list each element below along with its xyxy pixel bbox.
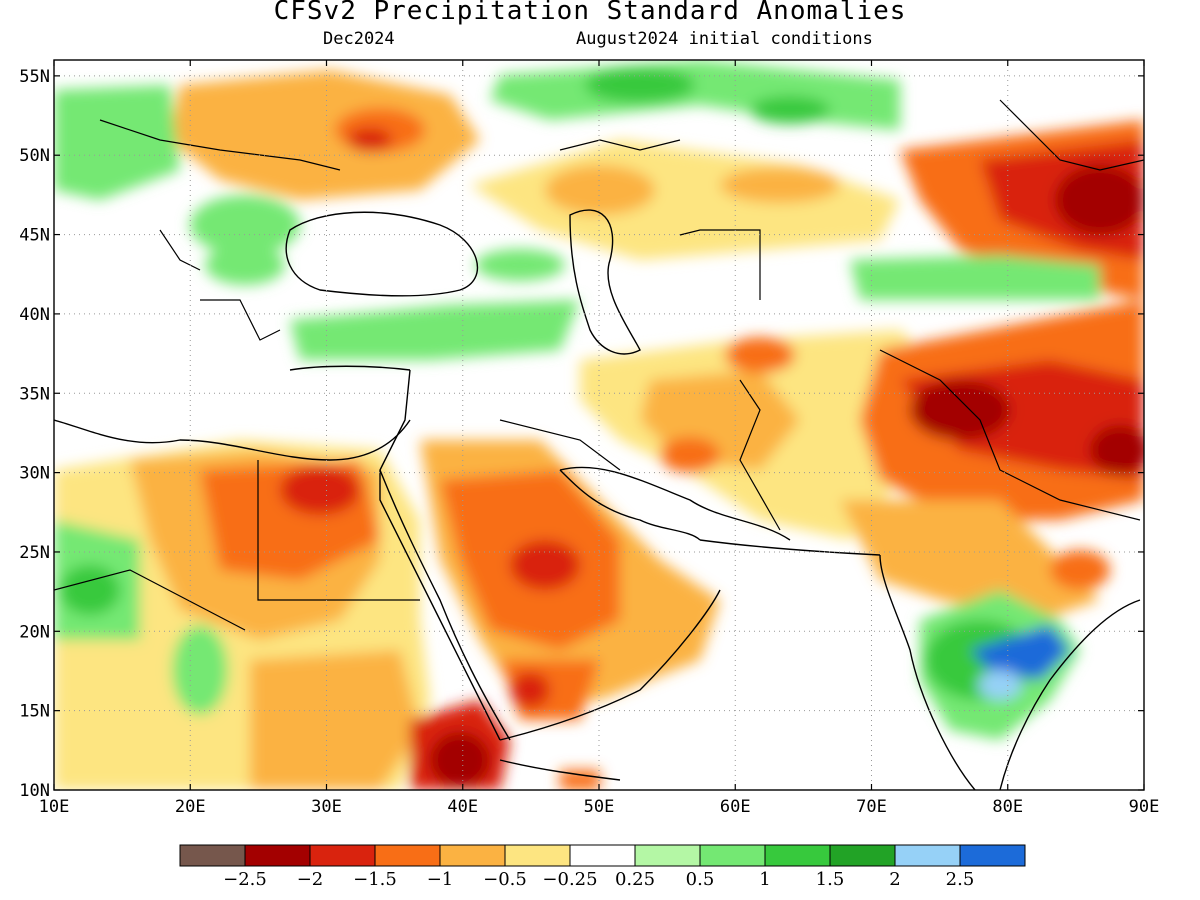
lon-label: 90E	[1129, 797, 1160, 817]
colorbar-label: −1	[427, 869, 454, 890]
lat-label: 45N	[19, 226, 50, 246]
colorbar-swatch	[309, 844, 376, 867]
lat-label: 25N	[19, 543, 50, 563]
forecast-month-label: Dec2024	[323, 29, 395, 49]
axis-ticks	[53, 60, 1145, 791]
colorbar-swatch	[894, 844, 961, 867]
colorbar-label: 2	[889, 869, 900, 890]
colorbar-labels: −2.5 −2 −1.5 −1 −0.5 −0.25 0.25 0.5 1 1.5 2 2.5	[223, 869, 974, 890]
colorbar-swatch	[959, 844, 1026, 867]
colorbar-swatch	[439, 844, 506, 867]
lat-label: 40N	[19, 305, 50, 325]
colorbar-swatch	[569, 844, 636, 867]
colorbar-label: −1.5	[353, 869, 397, 890]
initial-conditions-label: August2024 initial conditions	[576, 29, 873, 49]
lat-label: 20N	[19, 622, 50, 642]
colorbar-swatch	[699, 844, 766, 867]
colorbar-swatch	[504, 844, 571, 867]
grid-lines	[54, 60, 1144, 790]
lat-label: 35N	[19, 384, 50, 404]
colorbar-label: −0.25	[542, 869, 597, 890]
lon-label: 50E	[584, 797, 615, 817]
colorbar-swatch	[374, 844, 441, 867]
colorbar	[179, 844, 1026, 867]
longitude-labels: 10E 20E 30E 40E 50E 60E 70E 80E 90E	[39, 797, 1160, 817]
colorbar-label: −2	[297, 869, 324, 890]
latitude-labels: 55N 50N 45N 40N 35N 30N 25N 20N 15N 10N	[19, 67, 50, 801]
lat-label: 50N	[19, 146, 50, 166]
lon-label: 40E	[447, 797, 478, 817]
coastlines	[54, 99, 1144, 790]
colorbar-swatch	[179, 844, 246, 867]
anomaly-field	[54, 60, 1144, 790]
lon-label: 60E	[720, 797, 751, 817]
lon-label: 10E	[39, 797, 70, 817]
colorbar-label: 1.5	[816, 869, 845, 890]
lon-label: 20E	[175, 797, 206, 817]
colorbar-label: 0.25	[615, 869, 655, 890]
colorbar-label: −0.5	[483, 869, 527, 890]
colorbar-label: −2.5	[223, 869, 267, 890]
colorbar-label: 1	[759, 869, 770, 890]
chart-title: CFSv2 Precipitation Standard Anomalies	[273, 0, 907, 26]
colorbar-swatch	[634, 844, 701, 867]
colorbar-swatch	[244, 844, 311, 867]
lat-label: 30N	[19, 464, 50, 484]
lat-label: 10N	[19, 781, 50, 801]
colorbar-swatch	[764, 844, 831, 867]
colorbar-label: 2.5	[946, 869, 975, 890]
colorbar-swatch	[829, 844, 896, 867]
lon-label: 80E	[992, 797, 1023, 817]
lon-label: 70E	[856, 797, 887, 817]
lat-label: 15N	[19, 702, 50, 722]
lon-label: 30E	[311, 797, 342, 817]
colorbar-label: 0.5	[686, 869, 715, 890]
lat-label: 55N	[19, 67, 50, 87]
